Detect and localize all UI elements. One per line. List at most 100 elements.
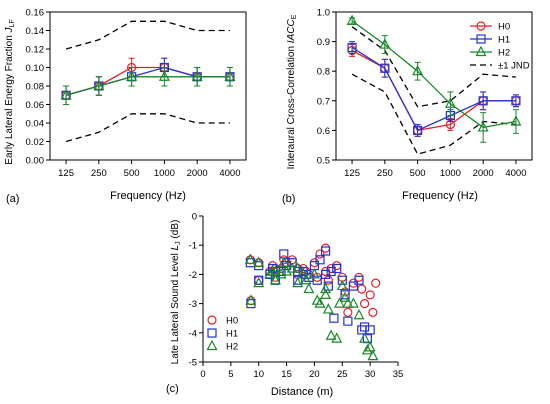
data-point	[292, 276, 304, 288]
legend-marker	[476, 21, 486, 31]
data-point	[361, 344, 373, 355]
data-point	[325, 329, 337, 340]
data-point	[444, 97, 456, 108]
legend-label: H1	[226, 329, 238, 340]
x-tick-label: 5	[228, 369, 233, 380]
x-tick-label: 25	[337, 369, 348, 380]
panel-a-xlabel: Frequency (Hz)	[110, 190, 186, 202]
x-tick-label: 125	[58, 168, 74, 179]
y-tick-label: 0.5	[317, 156, 330, 167]
data-point	[343, 316, 353, 326]
data-point	[368, 307, 378, 317]
x-tick-label: 250	[377, 168, 393, 179]
data-point	[365, 290, 375, 300]
data-point	[269, 273, 281, 285]
data-point	[347, 42, 357, 53]
series-H2	[346, 14, 522, 143]
data-point	[359, 322, 370, 332]
jnd-upper-line	[351, 26, 516, 108]
data-point	[315, 249, 325, 259]
data-point	[191, 70, 203, 81]
legend-label: H2	[498, 48, 510, 59]
y-tick-label: 0.8	[317, 67, 330, 78]
x-tick-label: 10	[253, 369, 264, 380]
x-tick-label: 2000	[187, 168, 208, 179]
data-point	[253, 276, 265, 288]
panel-b-ylabel: Interaural Cross-Correlation IACCE	[286, 14, 298, 169]
y-tick-label: 0.00	[26, 156, 45, 167]
data-point	[254, 275, 264, 285]
data-point	[334, 297, 345, 308]
data-point	[293, 275, 303, 285]
y-tick-label: 0.12	[26, 45, 45, 56]
data-point	[278, 256, 290, 267]
jnd-lower-line	[351, 73, 516, 155]
x-tick-label: 35	[393, 369, 404, 380]
data-point	[309, 258, 320, 268]
x-tick-label: 2000	[473, 168, 494, 179]
x-tick-label: 20	[309, 369, 320, 380]
data-point	[323, 275, 333, 285]
legend: H0 H1 H2 ±1 JND	[470, 21, 530, 72]
panel-c-plot: -5 -4 -3 -2 -1 0 0 5 10 15 20 25 30 35 H0 H1 H2	[189, 212, 404, 381]
y-tick-label: -4	[189, 328, 197, 339]
panel-b-plot: 0.5 0.6 0.7 0.8 0.9 1.0 125 250 500 1000 2000 4000 H…	[317, 8, 533, 179]
data-point	[332, 263, 342, 274]
data-point	[320, 243, 331, 253]
data-point	[353, 308, 365, 320]
x-tick-label: 250	[91, 168, 107, 179]
panel-c-label: (c)	[166, 383, 179, 395]
legend-label: H0	[226, 316, 238, 327]
y-tick-label: -3	[189, 299, 197, 310]
data-point	[354, 272, 364, 282]
data-point	[379, 38, 391, 49]
data-point	[413, 125, 423, 136]
data-point	[343, 307, 353, 317]
series-line	[351, 46, 516, 132]
data-point	[331, 332, 343, 343]
data-point	[253, 256, 265, 267]
data-point	[478, 96, 488, 106]
data-point	[477, 121, 489, 132]
x-tick-label: 15	[281, 369, 292, 380]
legend-marker	[475, 45, 487, 57]
series-H0	[61, 57, 235, 105]
y-tick-label: 1.0	[317, 8, 330, 19]
data-point	[300, 273, 312, 285]
legend-label: ±1 JND	[498, 61, 530, 72]
x-tick-label: 30	[365, 369, 376, 380]
panel-a-ylabel: Early Lateral Energy Fraction JLF	[4, 19, 16, 164]
data-point	[244, 253, 256, 264]
data-point	[322, 303, 334, 314]
data-point	[371, 278, 381, 288]
data-point	[367, 349, 379, 361]
jnd-upper-line	[65, 20, 230, 50]
series-line	[65, 66, 230, 96]
data-point	[245, 294, 257, 305]
data-point	[60, 88, 72, 100]
x-tick-label: 4000	[219, 168, 240, 179]
jnd-lower-line	[65, 113, 230, 143]
y-tick-label: -1	[189, 241, 197, 252]
y-tick-label: -5	[189, 358, 197, 369]
data-point	[364, 341, 376, 352]
data-point	[276, 266, 286, 277]
legend-marker	[206, 339, 218, 351]
panel-a-label: (a)	[6, 193, 19, 205]
data-point	[336, 279, 348, 291]
y-tick-label: 0.06	[26, 100, 45, 111]
y-tick-label: 0.9	[317, 37, 330, 48]
panel-b-label: (b)	[282, 193, 295, 205]
data-point	[303, 282, 315, 294]
series-line	[351, 20, 517, 129]
x-tick-label: 125	[344, 168, 360, 179]
y-tick-label: 0.10	[26, 63, 45, 74]
data-point	[312, 275, 322, 285]
data-point	[224, 70, 236, 81]
y-tick-label: 0.16	[26, 8, 45, 19]
series-H1	[61, 57, 235, 105]
data-point	[342, 297, 354, 308]
data-point	[340, 290, 350, 300]
data-point	[326, 266, 336, 277]
